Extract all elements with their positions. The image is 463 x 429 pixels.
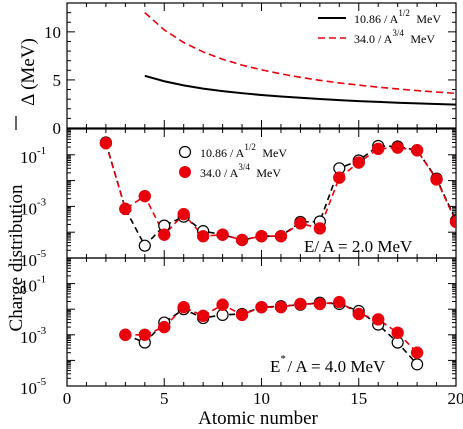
y-axis-label-top: Δ (MeV) bbox=[18, 38, 39, 106]
panel2-y-tick-exp: -1 bbox=[37, 145, 46, 157]
panel2-point-filled bbox=[294, 217, 307, 230]
panel3-point-filled bbox=[294, 297, 307, 311]
panel3-point-filled bbox=[255, 300, 268, 314]
x-axis-label: Atomic number bbox=[198, 408, 318, 429]
panel2-y-tick-label: 10 bbox=[20, 148, 37, 167]
panel2-legend-marker-0 bbox=[178, 145, 192, 159]
panel2-legend-tail-0: MeV bbox=[262, 146, 287, 160]
panel2-point-filled bbox=[313, 222, 327, 235]
panel3-point-filled bbox=[410, 346, 424, 359]
panel2-point-filled bbox=[333, 171, 346, 184]
panel3-point-open bbox=[216, 308, 229, 321]
panel3-series-line-0 bbox=[125, 301, 418, 365]
x-tick-label: 20 bbox=[448, 389, 463, 408]
panel2-series-group bbox=[99, 136, 456, 252]
panel2-point-filled bbox=[158, 228, 171, 241]
panel3-y-tick-label: 10 bbox=[20, 328, 37, 347]
panel1-y-tick-label: 5 bbox=[53, 71, 62, 90]
panel3-frame bbox=[66, 257, 457, 387]
panel1-legend-sup-0: 1/2 bbox=[398, 8, 410, 18]
panel3-point-filled bbox=[216, 298, 229, 311]
panel2-legend-label-0: 10.86 / A bbox=[200, 146, 245, 160]
panel2-legend-sup-0: 1/2 bbox=[244, 142, 256, 152]
panel2-point-open bbox=[138, 239, 151, 252]
panel2-point-filled bbox=[391, 141, 404, 154]
panel3-point-filled bbox=[391, 326, 404, 340]
panel1-legend-tail-0: MeV bbox=[416, 12, 441, 26]
panel2-legend-sup-1: 3/4 bbox=[238, 162, 250, 172]
panel1-legend-tail-1: MeV bbox=[410, 32, 435, 46]
panel3-series-group bbox=[119, 295, 424, 371]
panel2-point-filled bbox=[352, 156, 365, 169]
y-axis-label-bottom: Charge distribution bbox=[6, 184, 27, 331]
panel2-point-filled bbox=[274, 229, 288, 243]
x-tick-label: 10 bbox=[253, 389, 270, 408]
panel3-point-open bbox=[411, 358, 424, 371]
panel3-point-filled bbox=[333, 295, 346, 309]
panel2-legend-label-1: 34.0 / A bbox=[200, 166, 239, 180]
panel1-series-line-0 bbox=[144, 74, 457, 106]
panel3-point-filled bbox=[274, 300, 288, 314]
panel3-y-tick-label: 10 bbox=[20, 277, 37, 296]
panel2-legend-tail-1: MeV bbox=[256, 166, 281, 180]
panel2-point-filled bbox=[449, 215, 456, 229]
panel3-annotation: E bbox=[270, 357, 280, 376]
panel1-series-line-1 bbox=[144, 12, 457, 95]
panel3-y-tick-label: 10 bbox=[20, 379, 37, 398]
panel3-point-filled bbox=[313, 297, 327, 311]
panel3-point-filled bbox=[119, 328, 132, 342]
panel2-y-tick-label: 10 bbox=[20, 199, 37, 218]
x-tick-label: 0 bbox=[63, 389, 72, 408]
panel2-point-filled bbox=[255, 229, 268, 243]
panel2-point-filled bbox=[99, 137, 113, 150]
panel3-y-tick-exp: -1 bbox=[37, 274, 46, 286]
x-tick-label: 5 bbox=[160, 389, 169, 408]
panel3-point-filled bbox=[177, 300, 190, 314]
panel3-point-filled bbox=[235, 308, 249, 322]
panel2-point-filled bbox=[177, 207, 190, 221]
panel2-y-tick-label: 10 bbox=[20, 251, 37, 270]
panel1-y-tick-label-zero: 0 bbox=[53, 119, 62, 138]
panel2-legend-marker-1 bbox=[179, 166, 191, 178]
panel2-annotation: E bbox=[304, 237, 314, 256]
chart-text: Δ (MeV) Charge distribution Atomic numbe… bbox=[6, 38, 319, 429]
panel2-y-tick-exp: -3 bbox=[37, 196, 47, 208]
panel3-point-filled bbox=[352, 307, 365, 321]
panel2-point-filled bbox=[119, 202, 132, 216]
panel1-legend-label-0: 10.86 / A bbox=[354, 12, 399, 26]
panel3-point-filled bbox=[138, 328, 152, 342]
panel3-point-filled bbox=[196, 309, 210, 323]
panel2-point-filled bbox=[430, 173, 443, 186]
panel3-y-tick-exp: -3 bbox=[37, 325, 47, 337]
panel2-annotation-tail: / A = 2.0 MeV bbox=[314, 237, 413, 256]
panel3-point-filled bbox=[158, 320, 171, 334]
panel3-y-tick-exp: -5 bbox=[37, 376, 47, 388]
panel2-point-filled bbox=[138, 189, 152, 203]
panel2-point-filled bbox=[196, 229, 210, 243]
panel3-annotation-sup: * bbox=[280, 353, 286, 365]
panel2-point-filled bbox=[216, 228, 229, 241]
panel2-point-filled bbox=[235, 233, 249, 247]
panel1-y-tick-label: 10 bbox=[44, 23, 61, 42]
panel-gap-vs-z: 5 10 10.86 / A 1/2 MeV 34.0 / A 3/4 MeV 0 bbox=[15, 2, 457, 138]
panel1-legend-sup-1: 3/4 bbox=[392, 28, 404, 38]
panel2-y-tick-exp: -5 bbox=[37, 248, 47, 260]
panel3-series-line-1 bbox=[125, 301, 418, 354]
panel3-point-filled bbox=[371, 313, 385, 326]
panel3-annotation-tail: / A = 4.0 MeV bbox=[287, 357, 386, 376]
panel1-legend-label-1: 34.0 / A bbox=[354, 32, 393, 46]
x-tick-label: 15 bbox=[350, 389, 367, 408]
panel2-point-filled bbox=[410, 144, 424, 157]
panel2-point-filled bbox=[371, 142, 385, 156]
